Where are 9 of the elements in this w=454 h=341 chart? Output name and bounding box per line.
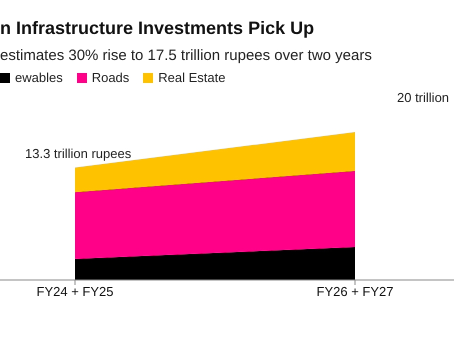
chart-title: n Infrastructure Investments Pick Up: [0, 18, 314, 39]
x-tick-label: FY26 + FY27: [316, 284, 394, 300]
legend-label: Roads: [90, 70, 130, 85]
x-tick-label: FY24 + FY25: [36, 284, 114, 300]
legend-label: ewables: [14, 70, 63, 85]
legend-label: Real Estate: [157, 70, 226, 85]
annotation: 13.3 trillion rupees: [25, 146, 132, 161]
text: 20 trillion: [397, 90, 450, 105]
chart-subtitle: estimates 30% rise to 17.5 trillion rupees over two years: [0, 47, 372, 64]
